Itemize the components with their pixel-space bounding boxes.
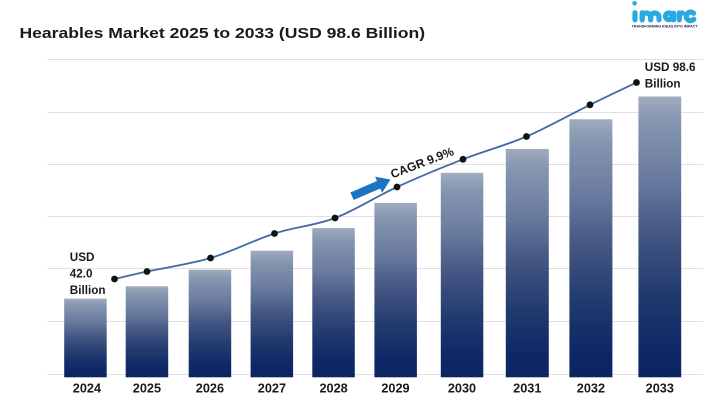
- svg-text:2027: 2027: [258, 382, 286, 396]
- svg-text:Hearables Market 2025 to 2033: Hearables Market 2025 to 2033 (USD 98.6 …: [20, 25, 426, 42]
- svg-text:Billion: Billion: [70, 284, 106, 297]
- svg-text:USD 98.6: USD 98.6: [645, 61, 696, 74]
- svg-text:2026: 2026: [196, 382, 224, 396]
- svg-text:2029: 2029: [381, 382, 409, 396]
- svg-text:2025: 2025: [133, 382, 161, 396]
- svg-text:2032: 2032: [577, 382, 605, 396]
- svg-text:42.0: 42.0: [70, 267, 93, 280]
- svg-text:2031: 2031: [513, 382, 541, 396]
- svg-text:TRANSFORMING IDEAS INTO IMPACT: TRANSFORMING IDEAS INTO IMPACT: [632, 25, 699, 29]
- svg-text:USD: USD: [70, 251, 95, 264]
- svg-text:2030: 2030: [448, 382, 476, 396]
- svg-text:Billion: Billion: [645, 77, 681, 90]
- svg-text:2033: 2033: [646, 382, 674, 396]
- svg-text:2024: 2024: [73, 382, 101, 396]
- svg-text:2028: 2028: [319, 382, 347, 396]
